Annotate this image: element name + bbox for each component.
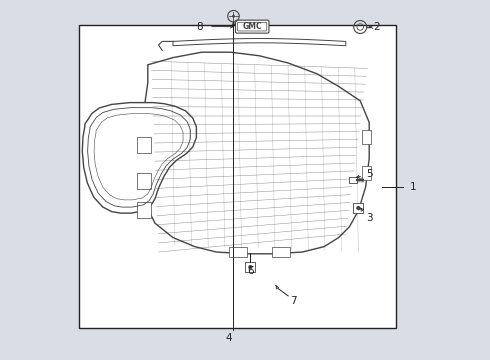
Text: 2: 2 — [373, 22, 380, 32]
Bar — [79, 25, 396, 328]
Polygon shape — [173, 39, 346, 46]
Circle shape — [248, 265, 252, 269]
Text: 6: 6 — [247, 266, 254, 276]
FancyBboxPatch shape — [236, 20, 269, 33]
Polygon shape — [141, 52, 369, 254]
Text: 4: 4 — [225, 333, 232, 343]
Text: 1: 1 — [410, 182, 417, 192]
Bar — [245, 262, 255, 272]
Bar — [137, 137, 151, 153]
Bar — [349, 177, 357, 183]
Text: 7: 7 — [290, 296, 297, 306]
FancyBboxPatch shape — [238, 22, 267, 31]
Text: GMC: GMC — [243, 22, 262, 31]
Bar — [362, 130, 371, 144]
Circle shape — [356, 206, 361, 210]
Polygon shape — [82, 103, 196, 213]
Text: 5: 5 — [366, 168, 372, 179]
Bar — [362, 166, 371, 180]
Bar — [137, 173, 151, 189]
Bar — [137, 202, 151, 218]
Circle shape — [232, 15, 235, 18]
Text: 8: 8 — [196, 22, 203, 32]
Text: 3: 3 — [366, 213, 372, 223]
Bar — [229, 247, 247, 257]
Bar — [353, 203, 364, 213]
Bar — [272, 247, 290, 257]
